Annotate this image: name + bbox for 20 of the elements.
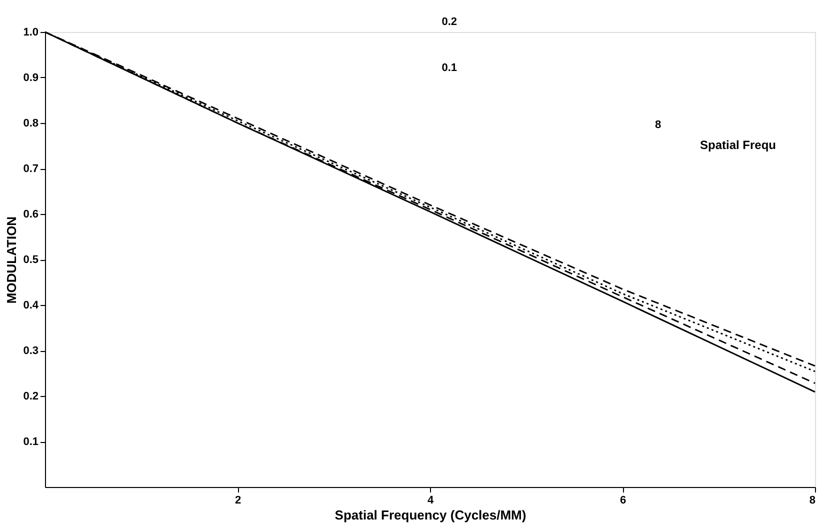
y-tick-label: 0.5: [23, 254, 38, 266]
y-tick-label: 1.0: [23, 26, 38, 38]
annotation: Spatial Frequ: [700, 138, 776, 152]
y-tick-label: 0.6: [23, 208, 38, 220]
x-tick-label: 6: [620, 494, 626, 506]
x-tick-label: 4: [427, 494, 434, 506]
y-tick-label: 0.2: [23, 390, 38, 402]
y-tick-label: 0.1: [23, 436, 38, 448]
y-tick-label: 0.7: [23, 163, 38, 175]
y-tick-label: 0.8: [23, 118, 38, 130]
y-tick-label: 0.3: [23, 345, 38, 357]
y-axis-title: MODULATION: [4, 216, 20, 304]
x-tick-label: 2: [234, 494, 242, 506]
y-tick-label: 0.9: [23, 72, 38, 84]
x-tick-label: 8: [809, 494, 816, 506]
x-axis-title: Spatial Frequency (Cycles/MM): [334, 508, 526, 522]
y-tick-label: 0.4: [23, 300, 40, 312]
text: 0.2: [442, 16, 457, 28]
annotation: 0.1: [442, 62, 457, 74]
annotation: 8: [654, 119, 662, 131]
